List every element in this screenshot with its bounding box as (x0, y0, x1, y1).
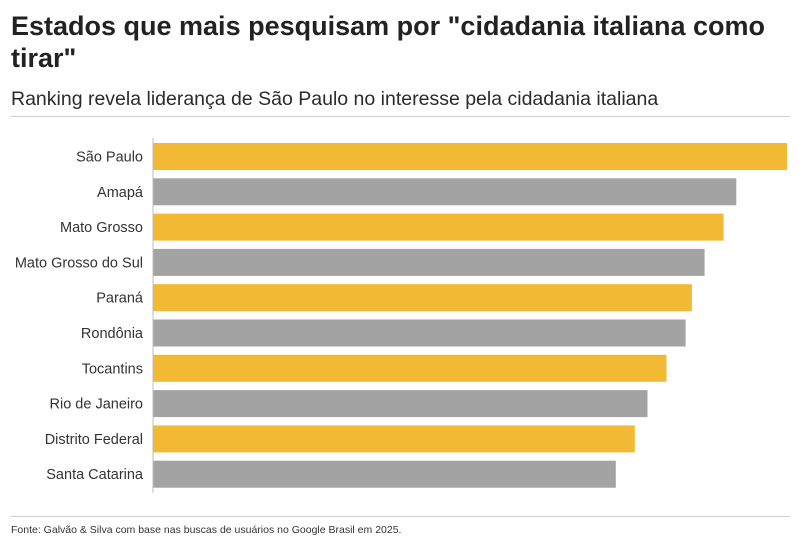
category-label: Mato Grosso (60, 220, 143, 236)
bar-parana (153, 284, 692, 312)
category-label: Santa Catarina (46, 467, 144, 483)
source-note: Fonte: Galvão & Silva com base nas busca… (11, 524, 402, 536)
bar-tocantins (153, 354, 667, 382)
header-divider (11, 116, 790, 117)
category-label: São Paulo (76, 150, 143, 166)
bar-mato-grosso (153, 213, 724, 241)
category-label: Tocantins (82, 361, 143, 377)
category-label: Distrito Federal (45, 432, 143, 448)
footer-divider (11, 516, 790, 517)
category-label: Mato Grosso do Sul (15, 255, 143, 271)
bar-mato-grosso-do-sul (153, 248, 705, 276)
bar-sao-paulo (153, 143, 787, 170)
bar-santa-catarina (153, 460, 616, 488)
bar-rio-de-janeiro (153, 390, 648, 418)
category-label: Rondônia (81, 326, 144, 342)
category-label: Amapá (97, 185, 144, 201)
category-label: Paraná (96, 291, 144, 307)
bar-distrito-federal (153, 425, 635, 453)
bar-amapa (153, 178, 737, 206)
category-label: Rio de Janeiro (50, 397, 144, 413)
chart-title: Estados que mais pesquisam por "cidadani… (11, 11, 766, 73)
chart-subtitle: Ranking revela liderança de São Paulo no… (11, 88, 659, 110)
bar-rondonia (153, 319, 686, 347)
